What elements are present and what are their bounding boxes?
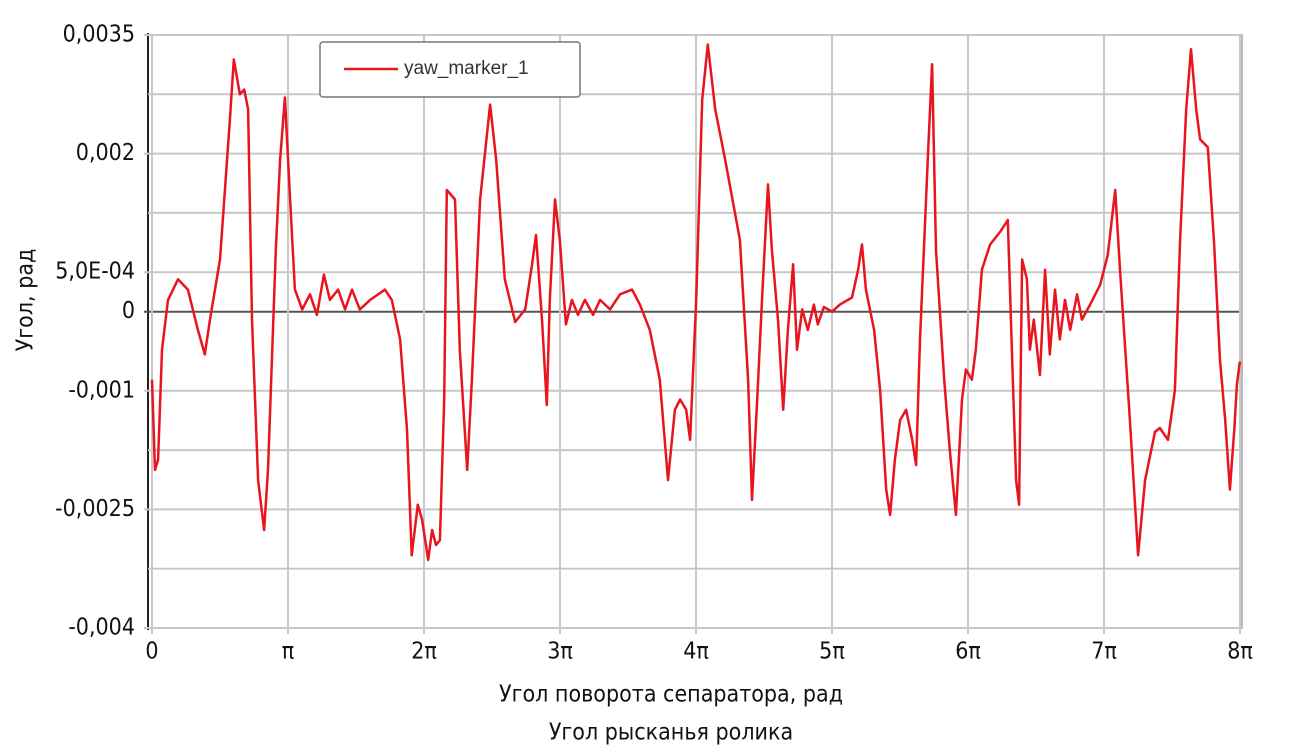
- x-tick-label: 2π: [411, 639, 437, 665]
- x-tick-label: 0: [145, 639, 158, 665]
- y-axis-title: Угол, рад: [13, 249, 39, 352]
- x-tick-label: 4π: [683, 639, 709, 665]
- x-axis-title: Угол поворота сепаратора, рад: [499, 682, 843, 708]
- y-tick-label: 5,0E-04: [55, 259, 135, 285]
- x-tick-label: 6π: [955, 639, 981, 665]
- y-tick-label: 0,002: [76, 140, 135, 166]
- x-tick-label: 7π: [1091, 639, 1117, 665]
- x-axis-title: Угол рысканья ролика: [549, 720, 793, 746]
- y-tick-label: 0: [122, 298, 135, 324]
- x-tick-label: 8π: [1227, 639, 1253, 665]
- data-line: [150, 43, 1242, 562]
- legend-box: [319, 41, 581, 98]
- x-tick-label: 5π: [819, 639, 845, 665]
- x-tick-label: 3π: [547, 639, 573, 665]
- y-tick-label: -0,0025: [55, 496, 135, 522]
- y-tick-label: 0,0035: [63, 22, 135, 48]
- legend-label: yaw_marker_1: [404, 58, 529, 79]
- x-tick-label: π: [282, 639, 294, 665]
- y-tick-label: -0,004: [68, 615, 135, 641]
- y-tick-label: -0,001: [68, 377, 135, 403]
